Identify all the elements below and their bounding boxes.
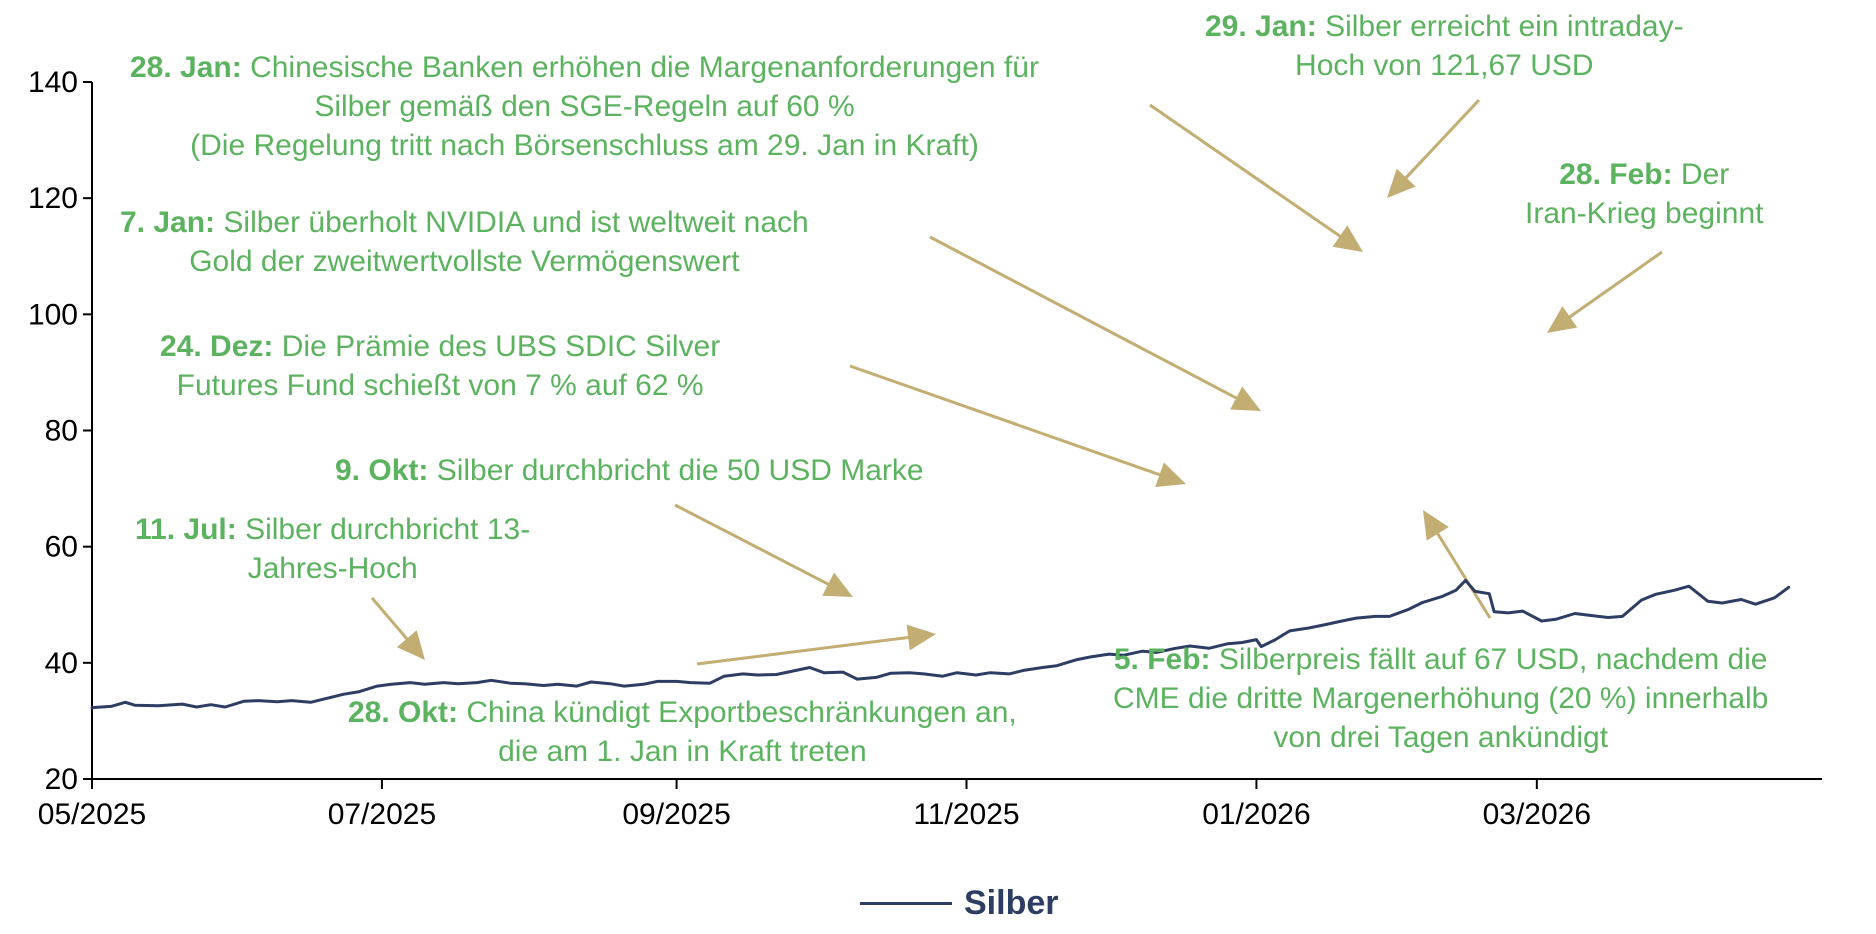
annotation-11-jul: 11. Jul: Silber durchbricht 13- Jahres-Ho…	[135, 510, 530, 588]
y-tick-label: 100	[28, 298, 78, 331]
annotation-28-okt: 28. Okt: China kündigt Exportbeschränkun…	[348, 693, 1017, 771]
annotation-line: 7. Jan: Silber überholt NVIDIA und ist w…	[120, 203, 809, 242]
annotation-text: Silber überholt NVIDIA und ist weltweit …	[223, 206, 809, 239]
x-tick-label: 07/2025	[328, 798, 436, 831]
annotation-text: Silberpreis fällt auf 67 USD, nachdem di…	[1218, 643, 1768, 676]
annotation-line: 28. Feb: Der	[1525, 155, 1763, 194]
y-tick-label: 80	[45, 415, 78, 448]
annotation-7-jan: 7. Jan: Silber überholt NVIDIA und ist w…	[120, 203, 809, 281]
annotation-date: 29. Jan:	[1205, 10, 1317, 43]
annotation-text: Der	[1680, 158, 1730, 191]
annotation-line: die am 1. Jan in Kraft treten	[348, 732, 1017, 771]
annotation-arrow-shaft	[696, 635, 911, 666]
annotation-arrow-head	[1230, 386, 1261, 411]
annotation-date: 7. Jan:	[120, 206, 216, 239]
annotation-arrow-shaft	[370, 597, 410, 642]
annotation-line: Jahres-Hoch	[135, 549, 530, 588]
annotation-arrow-head	[906, 624, 936, 651]
annotation-line: Gold der zweitwertvollste Vermögenswert	[120, 242, 809, 281]
y-tick-label: 140	[28, 66, 78, 99]
annotation-text: China kündigt Exportbeschränkungen an,	[466, 696, 1017, 729]
annotation-line: 5. Feb: Silberpreis fällt auf 67 USD, na…	[1113, 640, 1768, 679]
x-tick-label: 03/2026	[1483, 798, 1591, 831]
annotation-arrow-shaft	[1403, 98, 1481, 181]
annotation-text: Iran-Krieg beginnt	[1525, 197, 1764, 230]
annotation-text: Hoch von 121,67 USD	[1295, 49, 1594, 82]
annotation-arrow-head	[1387, 168, 1416, 198]
annotation-text: Silber durchbricht die 50 USD Marke	[436, 454, 924, 487]
x-tick-label: 01/2026	[1202, 798, 1310, 831]
x-tick-label: 11/2025	[913, 798, 1019, 831]
annotation-arrows	[370, 98, 1663, 666]
x-axis: 05/2025 07/2025 09/2025 11/2025 01/2026 03/20…	[38, 778, 1822, 831]
legend-swatch-silber	[860, 901, 952, 905]
annotation-line: 28. Okt: China kündigt Exportbeschränkun…	[348, 693, 1017, 732]
annotation-arrow-shaft	[929, 235, 1239, 401]
annotation-line: (Die Regelung tritt nach Börsenschluss a…	[130, 126, 1039, 165]
y-axis: 20 40 60 80 100 120 140	[28, 66, 93, 796]
y-tick-label: 40	[45, 647, 78, 680]
annotation-text: Jahres-Hoch	[247, 552, 418, 585]
series-line-silber	[90, 578, 1791, 710]
annotation-text: Silber durchbricht 13-	[245, 513, 531, 546]
annotation-text: von drei Tagen ankündigt	[1273, 721, 1609, 754]
annotation-date: 5. Feb:	[1113, 643, 1211, 676]
annotation-text: Silber gemäß den SGE-Regeln auf 60 %	[314, 90, 855, 123]
annotation-text: CME die dritte Margenerhöhung (20 %) inn…	[1113, 682, 1769, 715]
annotation-line: von drei Tagen ankündigt	[1113, 718, 1768, 757]
annotation-text: Gold der zweitwertvollste Vermögenswert	[189, 245, 740, 278]
annotation-line: 24. Dez: Die Prämie des UBS SDIC Silver	[160, 327, 720, 366]
annotation-text: Chinesische Banken erhöhen die Margenanf…	[250, 51, 1039, 84]
annotation-arrow-head	[1332, 225, 1363, 252]
annotation-date: 24. Dez:	[160, 330, 274, 363]
annotation-line: 28. Jan: Chinesische Banken erhöhen die …	[130, 48, 1039, 87]
annotation-line: Futures Fund schießt von 7 % auf 62 %	[160, 366, 720, 405]
annotation-line: 11. Jul: Silber durchbricht 13-	[135, 510, 530, 549]
x-tick-label: 09/2025	[622, 798, 730, 831]
annotation-arrow-head	[1423, 510, 1449, 541]
legend-label-silber: Silber	[964, 883, 1059, 922]
annotation-arrow-shaft	[1149, 103, 1343, 239]
annotation-24-dez: 24. Dez: Die Prämie des UBS SDIC Silver F…	[160, 327, 720, 405]
annotation-line: CME die dritte Margenerhöhung (20 %) inn…	[1113, 679, 1768, 718]
annotation-date: 28. Okt:	[348, 696, 459, 729]
annotation-line: Hoch von 121,67 USD	[1205, 46, 1684, 85]
annotation-arrow-shaft	[1567, 250, 1663, 320]
annotation-date: 28. Feb:	[1559, 158, 1673, 191]
annotation-arrow-shaft	[849, 364, 1162, 477]
x-tick-label: 05/2025	[38, 798, 146, 831]
annotation-arrow-head	[1547, 306, 1578, 333]
annotation-arrow-head	[396, 630, 425, 660]
annotation-arrow-head	[1155, 462, 1186, 487]
annotation-28-jan: 28. Jan: Chinesische Banken erhöhen die …	[130, 48, 1039, 165]
annotation-line: Silber gemäß den SGE-Regeln auf 60 %	[130, 87, 1039, 126]
annotation-text: Die Prämie des UBS SDIC Silver	[281, 330, 721, 363]
annotation-line: 9. Okt: Silber durchbricht die 50 USD Ma…	[335, 451, 924, 490]
annotation-text: Silber erreicht ein intraday-	[1325, 10, 1684, 43]
y-tick-label: 20	[45, 763, 78, 796]
annotation-arrow-shaft	[674, 503, 831, 587]
legend: Silber	[860, 880, 1058, 926]
annotation-arrow-head	[822, 572, 853, 597]
annotation-5-feb: 5. Feb: Silberpreis fällt auf 67 USD, na…	[1113, 640, 1768, 757]
y-tick-label: 60	[45, 531, 78, 564]
annotation-date: 9. Okt:	[335, 454, 429, 487]
annotation-29-jan: 29. Jan: Silber erreicht ein intraday- Ho…	[1205, 7, 1684, 85]
annotation-line: 29. Jan: Silber erreicht ein intraday-	[1205, 7, 1684, 46]
annotation-date: 28. Jan:	[130, 51, 242, 84]
annotation-28-feb: 28. Feb: Der Iran-Krieg beginnt	[1525, 155, 1763, 233]
annotation-line: Iran-Krieg beginnt	[1525, 194, 1763, 233]
y-tick-label: 120	[28, 182, 78, 215]
annotation-text: (Die Regelung tritt nach Börsenschluss a…	[190, 129, 979, 162]
annotation-arrow-shaft	[1435, 531, 1492, 619]
annotation-9-okt: 9. Okt: Silber durchbricht die 50 USD Ma…	[335, 451, 924, 490]
annotation-text: die am 1. Jan in Kraft treten	[498, 735, 867, 768]
annotation-date: 11. Jul:	[135, 513, 237, 546]
annotation-text: Futures Fund schießt von 7 % auf 62 %	[176, 369, 704, 402]
